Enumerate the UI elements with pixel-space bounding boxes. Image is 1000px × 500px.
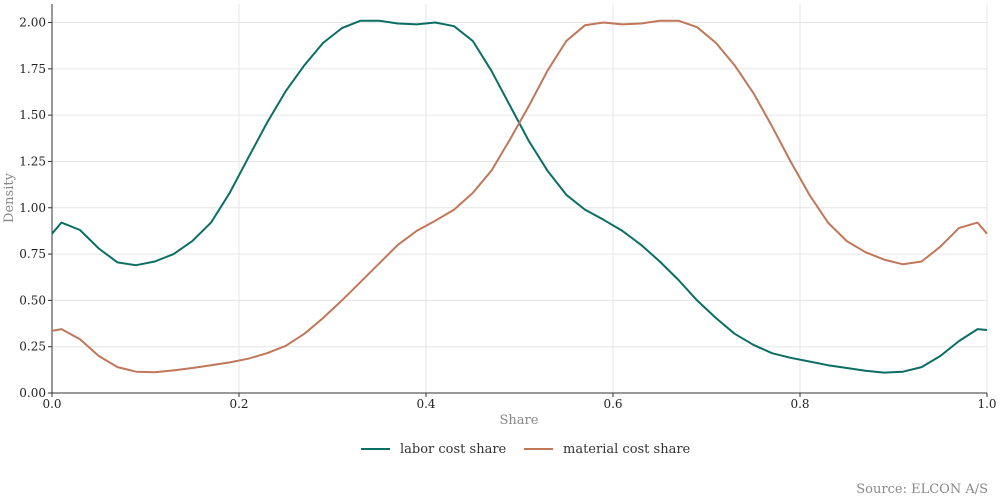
y-tick-label: 2.00	[19, 16, 46, 30]
grid	[51, 4, 988, 394]
axes	[51, 4, 987, 394]
source-note: Source: ELCON A/S	[856, 482, 988, 497]
x-tick-label: 0.2	[229, 397, 248, 411]
y-tick-label: 0.00	[19, 386, 46, 400]
series-line-material-cost-share	[51, 19, 988, 374]
y-tick-label: 1.75	[19, 62, 46, 76]
y-tick-label: 0.75	[19, 247, 46, 261]
y-tick-label: 1.00	[19, 201, 46, 215]
tick-labels: 0.0 0.2 0.4 0.6 0.8 1.0 0.00 0.25 0.50 0.75 1.00 1.…	[19, 16, 996, 411]
legend: labor cost share material cost share	[361, 442, 691, 457]
legend-label: material cost share	[563, 442, 691, 457]
legend-label: labor cost share	[400, 442, 507, 457]
y-tick-label: 0.25	[19, 340, 46, 354]
x-tick-label: 0.4	[416, 397, 435, 411]
series-line-labor-cost-share	[51, 19, 988, 374]
x-tick-label: 0.8	[790, 397, 809, 411]
series	[51, 19, 988, 374]
x-tick-label: 0.6	[603, 397, 622, 411]
y-axis-title: Density	[2, 172, 17, 223]
x-tick-label: 1.0	[977, 397, 996, 411]
y-tick-label: 1.25	[19, 154, 46, 168]
x-tick-label: 0.0	[42, 397, 61, 411]
x-axis-title: Share	[500, 413, 539, 428]
y-tick-label: 0.50	[19, 293, 46, 307]
y-tick-label: 1.50	[19, 108, 46, 122]
